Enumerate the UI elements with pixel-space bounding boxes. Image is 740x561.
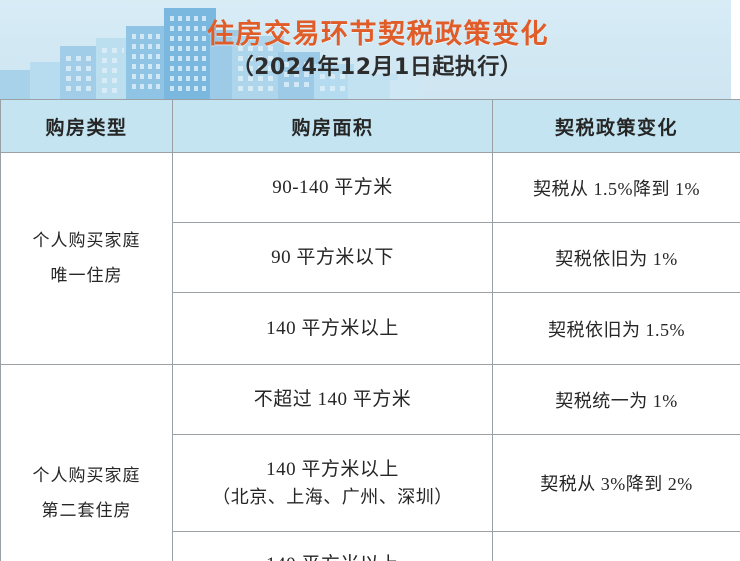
tax-cell: 契税从 3%降到 2% [492,434,740,532]
tax-cell: 契税从 1.5%降到 1% [492,152,740,223]
type-line-2: 唯一住房 [50,265,123,285]
page-subtitle: （2024年12月1日起执行） [231,54,523,80]
area-cell: 140 平方米以上 [172,292,493,365]
tax-cell: 契税依旧为 2% [492,531,740,561]
tax-cell: 契税统一为 1% [492,364,740,435]
area-cell: 不超过 140 平方米 [172,364,493,435]
table-row: 个人购买家庭 唯一住房 90-140 平方米 契税从 1.5%降到 1% [0,152,740,365]
type-line-2: 第二套住房 [41,501,132,520]
page-title: 住房交易环节契税政策变化 [207,18,549,50]
table-row: 140 平方米以上 （北、上、广、深以外地区） 契税依旧为 2% [1,531,740,561]
type-line-1: 个人购买家庭 [32,466,141,486]
policy-table-container: 购房类型 购房面积 契税政策变化 个人购买家庭 唯一住房 90-140 平方米 … [0,99,740,561]
table-header-row: 购房类型 购房面积 契税政策变化 [0,99,740,153]
type-cell-second-housing: 个人购买家庭 第二套住房 [0,364,173,561]
column-header-purchase-area: 购房面积 [172,99,493,153]
banner-text-block: 住房交易环节契税政策变化 （2024年12月1日起执行） [0,0,740,99]
area-main-line: 140 平方米以上 [266,554,399,561]
type-cell-sole-housing: 个人购买家庭 唯一住房 [0,152,173,365]
table-row: 140 平方米以上 （北京、上海、广州、深圳） 契税从 3%降到 2% [1,434,740,532]
table-header: 购房类型 购房面积 契税政策变化 [0,99,740,153]
policy-table: 购房类型 购房面积 契税政策变化 个人购买家庭 唯一住房 90-140 平方米 … [0,99,740,561]
area-cell: 140 平方米以上 （北京、上海、广州、深圳） [172,434,493,532]
banner-right-strip [731,0,740,99]
tax-cell: 契税依旧为 1% [492,222,740,293]
table-row: 个人购买家庭 第二套住房 不超过 140 平方米 契税统一为 1% [0,364,740,561]
table-row: 90 平方米以下 契税依旧为 1% [1,222,740,293]
area-main-line: 140 平方米以上 [266,459,399,481]
area-cell: 140 平方米以上 （北、上、广、深以外地区） [172,531,493,561]
area-cell: 90-140 平方米 [172,152,493,223]
area-note-line: （北京、上海、广州、深圳） [212,486,453,507]
type-line-1: 个人购买家庭 [32,230,141,250]
table-body: 个人购买家庭 唯一住房 90-140 平方米 契税从 1.5%降到 1% 90 … [0,152,740,561]
tax-cell: 契税依旧为 1.5% [492,292,740,365]
table-row: 140 平方米以上 契税依旧为 1.5% [1,292,740,365]
banner-header: 住房交易环节契税政策变化 （2024年12月1日起执行） [0,0,740,99]
area-cell: 90 平方米以下 [172,222,493,293]
column-header-purchase-type: 购房类型 [0,99,173,153]
column-header-deed-tax-change: 契税政策变化 [492,99,740,153]
